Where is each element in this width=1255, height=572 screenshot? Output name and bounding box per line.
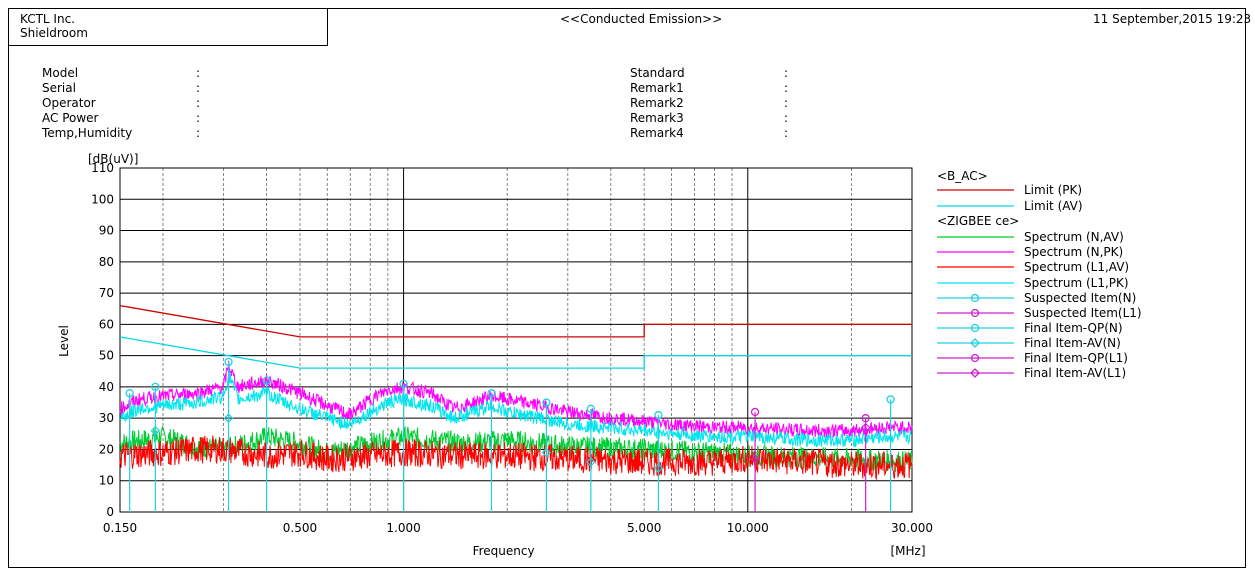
final-av-n-marker — [223, 413, 234, 424]
info-label-remark1: Remark1 — [630, 81, 684, 95]
info-sep: : — [784, 66, 789, 80]
info-sep: : — [196, 66, 201, 80]
suspected-n-marker — [487, 389, 496, 398]
y-tick-label: 0 — [106, 505, 114, 519]
suspected-n-marker — [654, 410, 663, 420]
legend-group-zigbee: <ZIGBEE ce> — [937, 214, 1019, 228]
info-label-operator: Operator — [42, 96, 96, 110]
info-sep: : — [196, 81, 201, 95]
x-tick-label: 5.000 — [627, 521, 661, 535]
x-tick-label: 0.500 — [283, 521, 317, 535]
legend-circle-marker — [970, 293, 980, 303]
info-sep: : — [196, 96, 201, 110]
legend-diamond-marker — [970, 338, 980, 348]
x-tick-label: 30.000 — [891, 521, 933, 535]
suspected-n-marker — [586, 404, 595, 413]
legend-circle-marker — [970, 353, 980, 363]
y-tick-label: 110 — [91, 161, 114, 175]
info-sep: : — [196, 126, 201, 140]
legend-label: Spectrum (L1,PK) — [1024, 276, 1129, 290]
legend-label: Spectrum (N,PK) — [1024, 245, 1123, 259]
y-tick-label: 90 — [99, 224, 114, 238]
x-axis-label: Frequency — [473, 544, 535, 558]
limit-av-line — [119, 336, 912, 369]
suspected-n-marker — [151, 382, 160, 392]
plot-border — [119, 167, 913, 513]
legend-label: Spectrum (L1,AV) — [1024, 260, 1129, 274]
suspected-n-marker — [262, 376, 271, 385]
legend-circle-marker — [970, 323, 980, 333]
series-l1-pk — [119, 370, 913, 448]
legend-label: Suspected Item(N) — [1024, 291, 1136, 305]
legend-group-b-ac: <B_AC> — [937, 169, 988, 183]
legend-label: Final Item-QP(L1) — [1024, 351, 1128, 365]
suspected-n-marker — [399, 379, 408, 388]
limit-pk-line — [119, 304, 912, 338]
legend-label: Suspected Item(L1) — [1024, 306, 1142, 320]
y-tick-label: 20 — [99, 442, 114, 456]
info-label-standard: Standard — [630, 66, 685, 80]
report-datetime: 11 September,2015 19:23 — [1093, 12, 1252, 26]
info-label-temp-humidity: Temp,Humidity — [42, 126, 133, 140]
suspected-n-marker — [542, 398, 551, 407]
final-av-n-marker — [150, 425, 161, 436]
legend-label: Spectrum (N,AV) — [1024, 230, 1124, 244]
info-label-model: Model — [42, 66, 79, 80]
info-label-ac-power: AC Power — [42, 111, 99, 125]
final-av-n-marker — [653, 463, 664, 474]
suspected-n-marker — [886, 395, 895, 404]
report-frame — [8, 8, 1246, 568]
header-company-box — [8, 8, 328, 46]
y-axis-label: Level — [57, 325, 71, 357]
y-tick-label: 60 — [99, 317, 114, 331]
series-n-pk — [119, 360, 913, 440]
legend-label: Final Item-QP(N) — [1024, 321, 1123, 335]
company-name: KCTL Inc. — [20, 12, 75, 26]
y-tick-label: 50 — [99, 349, 114, 363]
info-label-remark4: Remark4 — [630, 126, 684, 140]
y-tick-label: 40 — [99, 380, 114, 394]
y-unit-label: [dB(uV)] — [88, 152, 138, 166]
legend-diamond-marker — [970, 368, 980, 378]
x-unit-label: [MHz] — [890, 544, 925, 558]
info-sep: : — [196, 111, 201, 125]
legend-circle-marker — [970, 308, 980, 318]
info-sep: : — [784, 96, 789, 110]
location-name: Shieldroom — [20, 26, 88, 40]
final-av-l1-marker — [860, 422, 871, 433]
legend-label: Final Item-AV(N) — [1024, 336, 1121, 350]
info-label-remark3: Remark3 — [630, 111, 684, 125]
final-av-l1-marker — [750, 453, 760, 464]
suspected-l1-marker — [861, 414, 870, 423]
legend-label: Limit (AV) — [1024, 199, 1083, 213]
info-sep: : — [784, 111, 789, 125]
final-av-n-marker — [541, 447, 552, 458]
info-label-serial: Serial — [42, 81, 76, 95]
x-tick-label: 10.000 — [727, 521, 769, 535]
suspected-n-marker — [125, 389, 134, 398]
final-av-n-marker — [586, 457, 596, 467]
y-tick-label: 100 — [91, 192, 114, 206]
suspected-n-marker — [224, 357, 233, 367]
legend-label: Limit (PK) — [1024, 183, 1082, 197]
info-sep: : — [784, 81, 789, 95]
y-tick-label: 30 — [99, 411, 114, 425]
suspected-l1-marker — [750, 407, 760, 417]
report-title: <<Conducted Emission>> — [560, 12, 723, 26]
x-tick-label: 0.150 — [103, 521, 137, 535]
info-label-remark2: Remark2 — [630, 96, 684, 110]
info-sep: : — [784, 126, 789, 140]
y-tick-label: 70 — [99, 286, 114, 300]
legend-label: Final Item-AV(L1) — [1024, 366, 1126, 380]
y-tick-label: 80 — [99, 255, 114, 269]
y-tick-label: 10 — [99, 474, 114, 488]
x-tick-label: 1.000 — [386, 521, 420, 535]
series-l1-av — [119, 435, 913, 481]
